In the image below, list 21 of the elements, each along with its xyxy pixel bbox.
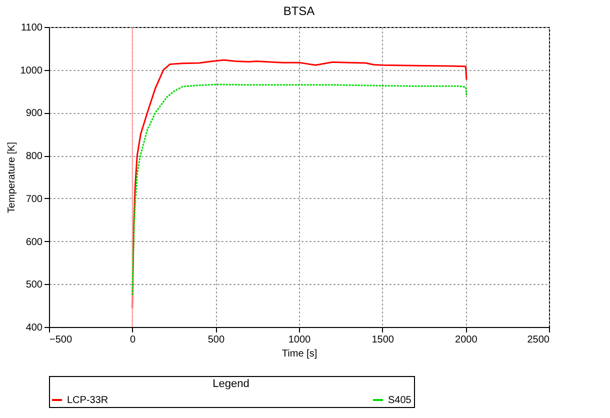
y-axis-title: Temperature [K]: [6, 142, 18, 214]
legend-label: LCP-33R: [67, 395, 108, 406]
y-tick-label: 900: [26, 108, 43, 120]
x-tick-label: −500: [50, 334, 72, 346]
y-tick-label: 400: [26, 322, 43, 334]
y-tick-label: 600: [26, 236, 43, 248]
chart-title: BTSA: [283, 4, 315, 18]
x-tick-label: 2500: [527, 334, 550, 346]
x-tick-label: 0: [130, 334, 136, 346]
legend-title: Legend: [212, 378, 250, 390]
y-tick-label: 500: [26, 280, 43, 291]
legend-label: S405: [388, 395, 412, 406]
x-tick-label: 500: [208, 334, 225, 346]
y-tick-label: 1100: [20, 22, 43, 34]
x-axis-title: Time [s]: [282, 348, 318, 360]
y-tick-label: 800: [26, 151, 43, 162]
x-tick-label: 1000: [288, 334, 312, 346]
y-tick-label: 700: [26, 194, 43, 205]
y-tick-label: 1000: [20, 65, 43, 76]
x-tick-label: 1500: [372, 334, 394, 346]
x-tick-label: 2000: [455, 334, 478, 346]
